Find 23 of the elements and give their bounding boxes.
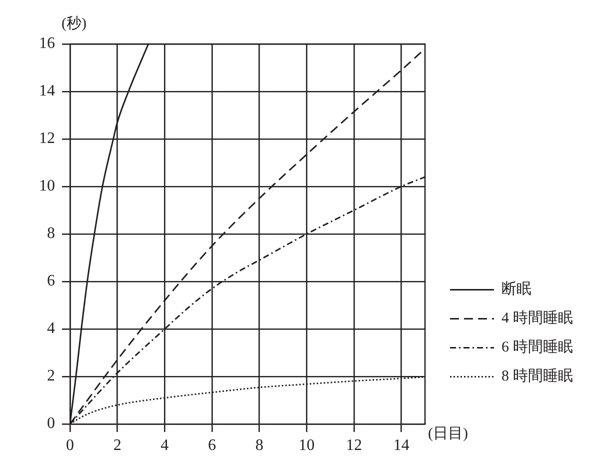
x-tick-label: 14: [393, 436, 410, 454]
y-tick-label: 10: [39, 178, 55, 195]
x-axis-title: (日目): [428, 426, 468, 442]
x-tick-label: 2: [113, 436, 122, 454]
y-tick-label: 12: [39, 130, 55, 148]
x-tick-label: 4: [160, 436, 169, 454]
y-tick-label: 2: [47, 368, 55, 385]
y-axis-title: (秒): [62, 14, 86, 32]
x-tick-label: 6: [208, 436, 216, 454]
x-tick-label: 0: [66, 436, 74, 454]
legend-label: 断眠: [502, 280, 532, 298]
y-tick-label: 14: [39, 82, 55, 100]
y-tick-label: 4: [47, 320, 55, 338]
y-tick-label: 8: [47, 225, 55, 242]
x-tick-label: 12: [346, 436, 362, 454]
y-tick-label: 0: [47, 415, 55, 432]
y-tick-label: 16: [39, 35, 55, 52]
legend-label: 4 時間睡眠: [502, 310, 573, 327]
x-tick-label: 8: [255, 436, 264, 454]
legend-label: 6 時間睡眠: [502, 338, 573, 356]
x-tick-label: 10: [298, 436, 315, 454]
y-tick-label: 6: [47, 272, 55, 290]
legend-label: 8 時間睡眠: [502, 368, 573, 385]
